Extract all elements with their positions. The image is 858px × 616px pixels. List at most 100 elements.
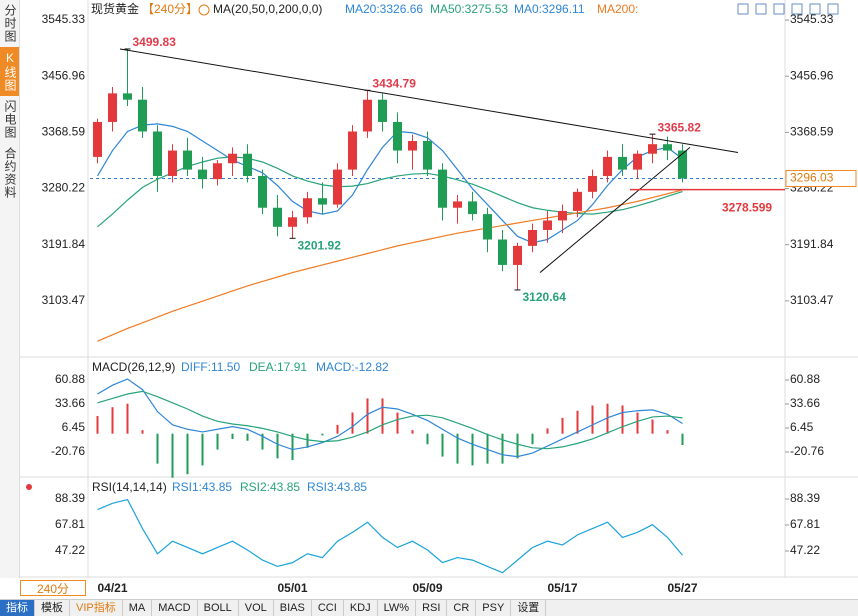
y-tick-label: 47.22 — [790, 543, 820, 557]
settings-icon[interactable] — [198, 4, 210, 16]
toolbar-tab[interactable]: VOL — [239, 600, 274, 616]
side-tab[interactable]: 闪电图 — [3, 100, 17, 139]
candle-body — [153, 131, 162, 176]
series-line — [96, 123, 683, 244]
candle-body — [108, 93, 117, 122]
y-tick-label: 3368.59 — [790, 125, 834, 139]
toolbar-tab[interactable]: MACD — [152, 600, 198, 616]
toolbar-tab[interactable]: BIAS — [274, 600, 312, 616]
side-tab[interactable]: 合约资料 — [3, 147, 17, 199]
y-tick-label: 3280.22 — [42, 181, 86, 195]
legend-item: MA20:3326.66 — [345, 2, 423, 16]
extreme-label: 3499.83 — [133, 35, 177, 49]
toolbar-tab[interactable]: PSY — [476, 600, 512, 616]
series-line — [97, 189, 683, 342]
candle-body — [123, 93, 132, 100]
candle-body — [288, 217, 297, 227]
y-tick-label: 88.39 — [55, 491, 85, 505]
panel-icon[interactable] — [26, 484, 32, 490]
candle-body — [528, 229, 537, 246]
candle-body — [363, 99, 372, 132]
candle-body — [513, 245, 522, 265]
candle-body — [258, 175, 267, 208]
candle-body — [453, 201, 462, 208]
candle-body — [588, 175, 597, 192]
y-tick-label: 33.66 — [790, 396, 820, 410]
toolbar-tab[interactable]: KDJ — [344, 600, 378, 616]
toolbar-tab[interactable]: BOLL — [198, 600, 239, 616]
candle-body — [303, 198, 312, 218]
candle-body — [558, 210, 567, 221]
legend-item: MACD:-12.82 — [316, 360, 389, 374]
extreme-label: 3201.92 — [298, 238, 342, 252]
toolbar-tab[interactable]: RSI — [416, 600, 448, 616]
x-tick-label: 05/01 — [277, 581, 307, 595]
candle-body — [603, 156, 612, 176]
side-tabs: 分时图 K线图闪电图合约资料 — [0, 0, 20, 578]
period-label: 【240分】 — [142, 2, 198, 16]
series-line — [97, 378, 683, 458]
x-tick-label: 05/09 — [412, 581, 442, 595]
candle-body — [378, 99, 387, 122]
y-tick-label: 60.88 — [55, 372, 85, 386]
candle-body — [168, 150, 177, 176]
candle-body — [438, 169, 447, 208]
candle-body — [678, 150, 687, 179]
candle-body — [393, 121, 402, 151]
x-tick-label: 04/21 — [97, 581, 127, 595]
legend-item: MA200: — [597, 2, 638, 16]
icon[interactable] — [773, 3, 785, 15]
toolbar-tab[interactable]: CCI — [312, 600, 344, 616]
candle-body — [423, 141, 432, 170]
legend-item: DIFF:11.50 — [181, 360, 240, 374]
y-tick-label: -20.76 — [790, 444, 824, 458]
candle-body — [243, 153, 252, 176]
legend-item: RSI(14,14,14) — [92, 480, 167, 494]
candle-body — [348, 131, 357, 170]
y-tick-label: 3103.47 — [790, 293, 834, 307]
y-tick-label: 67.81 — [790, 517, 820, 531]
toolbar-tab[interactable]: 指标 — [0, 600, 35, 616]
candle-body — [198, 169, 207, 180]
toolbar-tab[interactable]: VIP指标 — [70, 600, 123, 616]
y-tick-label: -20.76 — [51, 444, 85, 458]
y-tick-label: 6.45 — [790, 420, 814, 434]
y-tick-label: 88.39 — [790, 491, 820, 505]
toolbar-tab[interactable]: LW% — [378, 600, 417, 616]
series-line — [97, 390, 683, 450]
candle-body — [93, 121, 102, 157]
current-price-label: 3296.03 — [790, 171, 834, 185]
candle-body — [633, 153, 642, 170]
current-price-box — [785, 169, 857, 187]
x-tick-label: 05/17 — [547, 581, 577, 595]
legend-item: MACD(26,12,9) — [92, 360, 175, 374]
toolbar-tab[interactable]: 模板 — [35, 600, 70, 616]
y-tick-label: 3368.59 — [42, 125, 86, 139]
icon[interactable] — [737, 3, 749, 15]
icon[interactable] — [827, 3, 839, 15]
icon[interactable] — [809, 3, 821, 15]
candle-body — [498, 239, 507, 265]
toolbar-tab[interactable]: MA — [123, 600, 153, 616]
y-tick-label: 60.88 — [790, 372, 820, 386]
extreme-label: 3365.82 — [658, 120, 702, 134]
icon[interactable] — [791, 3, 803, 15]
y-tick-label: 3545.33 — [42, 12, 86, 26]
candle-body — [183, 150, 192, 170]
extreme-label: 3120.64 — [523, 290, 567, 304]
series-line — [97, 156, 683, 228]
candle-body — [138, 99, 147, 132]
icon[interactable] — [755, 3, 767, 15]
legend-item: MA0:3296.11 — [514, 2, 585, 16]
toolbar-tab[interactable]: CR — [447, 600, 477, 616]
period-select[interactable]: 240分 — [20, 580, 86, 596]
support-label: 3278.599 — [722, 201, 772, 215]
side-tab[interactable]: 分时图 — [3, 4, 17, 43]
candle-body — [468, 201, 477, 215]
toolbar-tab[interactable]: 设置 — [511, 600, 547, 616]
y-tick-label: 3191.84 — [790, 237, 834, 251]
side-tab[interactable]: K线图 — [0, 47, 19, 96]
series-line — [97, 498, 683, 574]
trendline — [539, 146, 691, 273]
